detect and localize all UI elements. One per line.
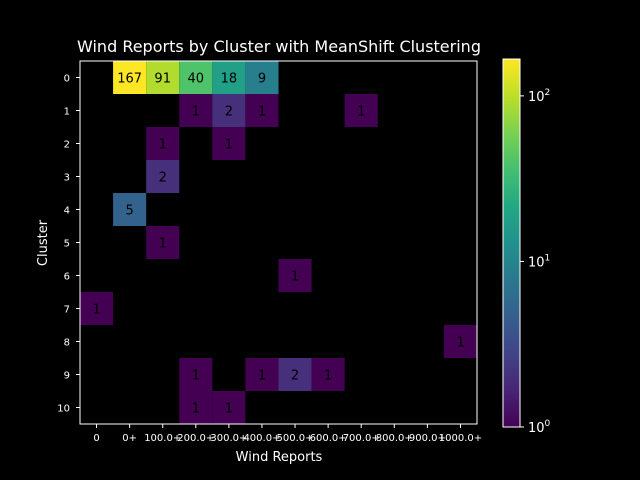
heatmap-cell	[212, 94, 246, 127]
x-tick-label: 200.0+	[177, 433, 214, 444]
cell-value-label: 91	[154, 72, 171, 87]
colorbar-tick-label: 100	[528, 419, 551, 436]
cell-value-label: 18	[221, 72, 238, 87]
y-tick-label: 8	[64, 338, 70, 349]
heatmap-cell	[212, 127, 246, 160]
heatmap-cell	[212, 61, 246, 94]
cell-value-label: 1	[258, 105, 266, 120]
colorbar-tick-label: 102	[528, 88, 550, 105]
colorbar-frame	[502, 58, 521, 428]
y-tick-label: 0	[64, 74, 70, 85]
chart-title: Wind Reports by Cluster with MeanShift C…	[77, 37, 481, 56]
x-tick-label: 900.0+	[409, 433, 446, 444]
x-tick-label: 500.0+	[277, 433, 314, 444]
y-axis-ticks: 0 1 2 3 4 5 6 7 8 9 10	[57, 74, 80, 415]
heatmap-cell	[179, 391, 213, 424]
heatmap-cell	[146, 127, 180, 160]
heatmap-cell	[146, 160, 180, 193]
x-tick-label: 0+	[122, 433, 137, 444]
cell-value-label: 1	[357, 105, 365, 120]
colorbar-gradient	[503, 59, 520, 427]
x-tick-label: 1000.0+	[439, 433, 482, 444]
cell-value-label: 1	[92, 303, 100, 318]
cell-value-label: 1	[225, 402, 233, 417]
cell-value-label: 5	[125, 204, 133, 219]
cell-value-label: 40	[188, 72, 205, 87]
cell-value-label: 9	[258, 72, 266, 87]
heatmap-cell	[278, 358, 312, 391]
heatmap-cell	[113, 61, 147, 94]
cell-value-label: 1	[192, 105, 200, 120]
heatmap-cell	[146, 61, 180, 94]
y-tick-label: 5	[64, 239, 70, 250]
y-tick-label: 7	[64, 305, 70, 316]
x-tick-label: 600.0+	[310, 433, 347, 444]
cell-value-label: 1	[192, 402, 200, 417]
cell-value-label: 1	[225, 138, 233, 153]
cell-value-label: 2	[291, 369, 299, 384]
y-tick-label: 3	[64, 173, 70, 184]
x-tick-label: 100.0+	[144, 433, 181, 444]
colorbar-tick-label: 101	[528, 253, 550, 270]
cell-value-label: 1	[291, 270, 299, 285]
x-tick-label: 700.0+	[343, 433, 380, 444]
cell-value-label: 1	[456, 336, 464, 351]
x-tick-label: 0	[93, 433, 99, 444]
x-axis-ticks: 0 0+ 100.0+200.0+300.0+400.0+500.0+600.0+7…	[93, 424, 482, 444]
heatmap-cell	[311, 358, 345, 391]
heatmap-cell	[212, 391, 246, 424]
cell-value-label: 1	[324, 369, 332, 384]
y-tick-label: 1	[64, 107, 70, 118]
heatmap-cell	[245, 358, 279, 391]
x-tick-label: 300.0+	[210, 433, 247, 444]
y-tick-label: 4	[64, 206, 70, 217]
cell-value-label: 1	[159, 237, 167, 252]
x-tick-label: 400.0+	[243, 433, 280, 444]
cell-value-label: 2	[225, 105, 233, 120]
y-axis-label: Cluster	[36, 219, 51, 266]
x-tick-label: 800.0+	[376, 433, 413, 444]
heatmap-cell	[245, 61, 279, 94]
cell-value-label: 1	[192, 369, 200, 384]
heatmap-cell	[179, 358, 213, 391]
y-tick-label: 10	[57, 404, 70, 415]
cell-value-label: 1	[258, 369, 266, 384]
heatmap-cell	[344, 94, 378, 127]
heatmap-cell	[146, 226, 180, 259]
heatmap-cell	[443, 325, 477, 358]
cell-value-label: 1	[159, 138, 167, 153]
y-tick-label: 2	[64, 140, 70, 151]
colorbar-ticks: 100 101 102	[520, 88, 551, 436]
cell-value-label: 2	[159, 171, 167, 186]
x-axis-label: Wind Reports	[236, 450, 323, 465]
heatmap-cell	[179, 94, 213, 127]
heatmap-cell	[278, 259, 312, 292]
heatmap-cell	[113, 193, 147, 226]
y-tick-label: 9	[64, 371, 70, 382]
heatmap-cell	[179, 61, 213, 94]
heatmap-cell	[80, 292, 114, 325]
heatmap-cell	[245, 94, 279, 127]
y-tick-label: 6	[64, 272, 70, 283]
cell-value-label: 167	[117, 72, 142, 87]
